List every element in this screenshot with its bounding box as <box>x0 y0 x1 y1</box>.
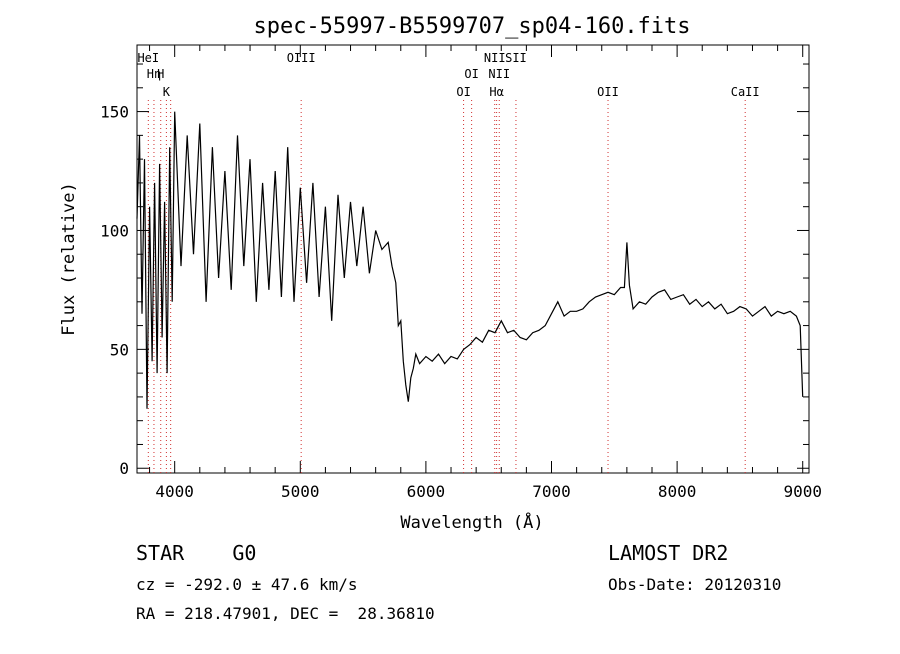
x-tick-label: 7000 <box>532 482 571 501</box>
spectral-line-label: OI <box>464 67 478 81</box>
spectral-line-label: Hη <box>147 67 161 81</box>
x-tick-label: 4000 <box>155 482 194 501</box>
spectral-line-label: OI <box>456 85 470 99</box>
y-tick-label: 100 <box>100 221 129 240</box>
survey-name: LAMOST DR2 <box>608 541 729 565</box>
spectral-line-label: K <box>163 85 171 99</box>
spectral-line-label: OII <box>597 85 619 99</box>
x-tick-label: 6000 <box>407 482 446 501</box>
axis-ticks: 4000 5000 6000 7000 8000 9000 0 50 100 150 <box>100 45 822 501</box>
y-tick-label: 150 <box>100 103 129 122</box>
y-tick-label: 50 <box>110 340 129 359</box>
observation-date: Obs-Date: 20120310 <box>608 575 782 594</box>
spectral-line-label: Hα <box>489 85 503 99</box>
x-tick-label: 9000 <box>783 482 822 501</box>
spectrum-series <box>136 111 804 409</box>
spectral-line-label: H <box>157 67 164 81</box>
spectral-line-label: CaII <box>731 85 760 99</box>
y-tick-label: 0 <box>119 459 129 478</box>
object-class: STAR G0 <box>136 541 257 565</box>
spectral-line-label: NII <box>484 51 506 65</box>
y-axis-label: Flux (relative) <box>59 182 79 336</box>
x-tick-label: 5000 <box>281 482 320 501</box>
sky-coordinates: RA = 218.47901, DEC = 28.36810 <box>136 604 435 623</box>
spectrum-line <box>136 111 804 409</box>
spectral-line-label: SII <box>505 51 527 65</box>
redshift-velocity: cz = -292.0 ± 47.6 km/s <box>136 575 358 594</box>
spectral-line-label: NII <box>488 67 510 81</box>
plot-frame <box>136 44 810 474</box>
x-tick-label: 8000 <box>658 482 697 501</box>
chart-title: spec-55997-B5599707_sp04-160.fits <box>253 14 690 39</box>
x-axis-label: Wavelength (Å) <box>400 511 543 533</box>
spectral-line-label: HeI <box>137 51 159 65</box>
spectral-line-label: OIII <box>287 51 316 65</box>
